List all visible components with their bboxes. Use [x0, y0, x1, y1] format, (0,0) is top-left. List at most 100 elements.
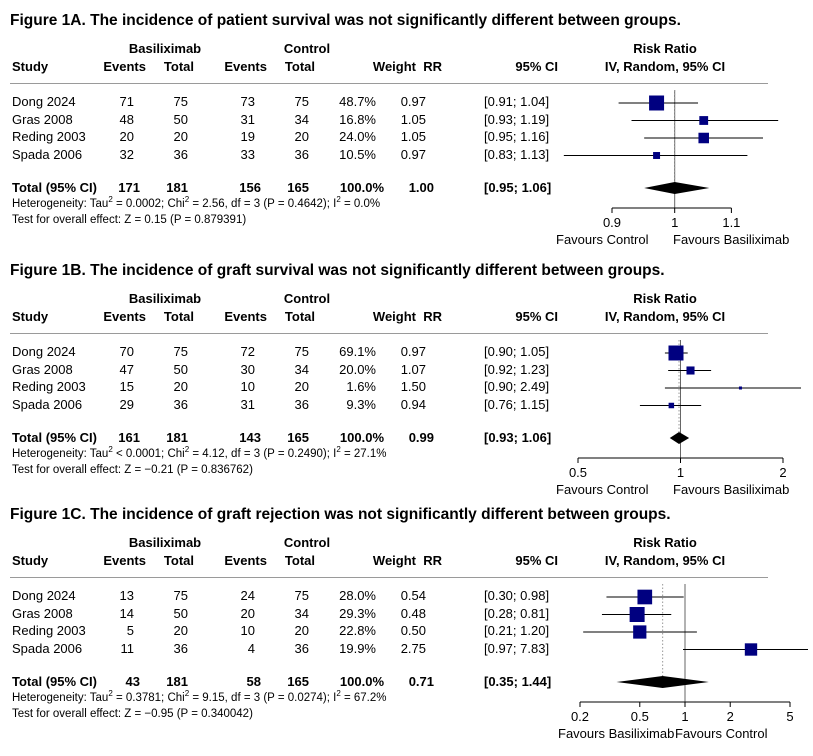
- weight-value: 22.8%: [339, 623, 376, 638]
- column-header-events-treatment: Events: [103, 309, 146, 324]
- ci-value: [0.93; 1.19]: [484, 111, 550, 127]
- superscript-two: 2: [336, 445, 341, 455]
- column-header-total-control: Total: [284, 553, 315, 568]
- events-control: 10: [240, 379, 255, 394]
- column-header-ci: 95% CI: [515, 553, 558, 568]
- overall-effect-test: Test for overall effect: Z = 0.15 (P = 0…: [12, 214, 247, 226]
- column-header-total-treatment: Total: [163, 309, 194, 324]
- superscript-two: 2: [184, 689, 190, 699]
- x-axis-tick-label: 5: [786, 709, 793, 724]
- column-header-ci: 95% CI: [515, 59, 558, 74]
- ci-value: [0.21; 1.20]: [484, 623, 550, 638]
- rr-value: 0.97: [400, 146, 426, 162]
- column-header-events-treatment: Events: [103, 553, 146, 568]
- rr-value: 0.97: [400, 94, 426, 109]
- group-header-control: Control: [283, 41, 331, 56]
- superscript-two: 2: [336, 689, 341, 699]
- study-name: Dong 2024: [12, 344, 76, 359]
- weight-value: 16.8%: [339, 111, 376, 127]
- study-effect-square: [633, 625, 647, 639]
- ci-value: [0.91; 1.04]: [484, 94, 550, 109]
- study-name: Gras 2008: [12, 361, 73, 377]
- column-header-total-treatment: Total: [163, 553, 194, 568]
- study-name: Dong 2024: [12, 94, 76, 109]
- rr-value: 0.48: [400, 605, 426, 621]
- rr-value: 0.54: [400, 588, 426, 603]
- header-rule: [10, 83, 768, 84]
- weight-value: 10.5%: [339, 146, 376, 162]
- heterogeneity-part: = 0.0002; Chi: [112, 198, 185, 210]
- heterogeneity-part: Heterogeneity: Tau: [12, 198, 109, 210]
- x-axis-tick-label: 1: [681, 709, 688, 724]
- rr-value: 0.97: [400, 344, 426, 359]
- x-axis-tick-label: 2: [727, 709, 734, 724]
- heterogeneity-part: Heterogeneity: Tau: [12, 692, 109, 704]
- total-ci: [0.35; 1.44]: [484, 674, 552, 689]
- group-header-treatment: Basiliximab: [128, 535, 202, 550]
- study-effect-square: [744, 643, 758, 656]
- column-header-weight: Weight: [372, 59, 416, 74]
- column-header-ci: 95% CI: [515, 309, 558, 324]
- total-treatment: 50: [173, 111, 188, 127]
- favours-right-label: Favours Basiliximab: [673, 232, 790, 247]
- heterogeneity-stats: Heterogeneity: Tau2 = 0.0002; Chi2 = 2.5…: [12, 195, 380, 212]
- x-axis-tick-label: 1.1: [722, 215, 740, 230]
- weight-value: 29.3%: [339, 605, 376, 621]
- events-control: 31: [240, 111, 255, 127]
- events-treatment: 70: [119, 344, 134, 359]
- plot-header-title: Risk Ratio: [633, 41, 697, 56]
- rr-value: 1.07: [400, 361, 426, 377]
- total-treatment: 20: [173, 379, 188, 394]
- weight-value: 69.1%: [339, 344, 376, 359]
- total-ci: [0.93; 1.06]: [484, 430, 552, 445]
- superscript-two: 2: [184, 195, 190, 205]
- forest-plot-svg: 0.2 0.5 1 2 5: [571, 584, 808, 724]
- study-effect-square: [698, 132, 709, 144]
- favours-left-label: Favours Control: [556, 232, 649, 247]
- total-rr: 0.71: [408, 674, 434, 689]
- column-header-rr: RR: [423, 59, 442, 74]
- total-rr: 0.99: [408, 430, 434, 445]
- overall-effect-test: Test for overall effect: Z = −0.21 (P = …: [12, 464, 253, 476]
- column-header-events-control: Events: [224, 309, 267, 324]
- forest-plot-svg: 0.9 1 1.1: [563, 90, 779, 230]
- study-name: Spada 2006: [12, 640, 83, 656]
- weight-value: 19.9%: [339, 640, 376, 656]
- header-rule: [10, 577, 768, 578]
- events-treatment: 11: [120, 640, 135, 656]
- figure-title: Figure 1A. The incidence of patient surv…: [10, 12, 681, 29]
- total-control: 20: [294, 623, 309, 638]
- total-control: 36: [294, 146, 309, 162]
- study-effect-square: [649, 95, 665, 111]
- group-header-treatment: Basiliximab: [128, 41, 202, 56]
- plot-header-subtitle: IV, Random, 95% CI: [604, 553, 726, 568]
- column-header-rr: RR: [423, 553, 442, 568]
- header-rule: [10, 333, 768, 334]
- total-events-treatment: 171: [118, 180, 140, 195]
- favours-left-label: Favours Control: [556, 482, 649, 497]
- total-treatment: 36: [173, 146, 188, 162]
- total-control: 75: [294, 94, 309, 109]
- heterogeneity-part: = 27.1%: [340, 448, 387, 460]
- events-treatment: 15: [119, 379, 134, 394]
- total-control: 36: [294, 396, 309, 412]
- column-header-rr: RR: [423, 309, 442, 324]
- total-weight: 100.0%: [339, 430, 384, 445]
- events-control: 31: [240, 396, 255, 412]
- weight-value: 24.0%: [339, 129, 376, 144]
- study-name: Gras 2008: [12, 111, 73, 127]
- ci-value: [0.76; 1.15]: [484, 396, 550, 412]
- weight-value: 9.3%: [346, 396, 376, 412]
- forest-panel-1: Figure 1A. The incidence of patient surv…: [0, 12, 813, 252]
- forest-plot-svg: 0.5 1 2: [569, 340, 801, 480]
- plot-header-title: Risk Ratio: [633, 535, 697, 550]
- rr-value: 1.50: [400, 379, 426, 394]
- total-control: 34: [294, 605, 309, 621]
- weight-value: 1.6%: [346, 379, 376, 394]
- study-effect-square: [668, 345, 684, 361]
- study-effect-square: [668, 402, 675, 409]
- x-axis-tick-label: 1: [677, 465, 684, 480]
- column-header-events-treatment: Events: [103, 59, 146, 74]
- forest-panel-2: Figure 1B. The incidence of graft surviv…: [0, 262, 813, 502]
- study-effect-square: [686, 366, 695, 375]
